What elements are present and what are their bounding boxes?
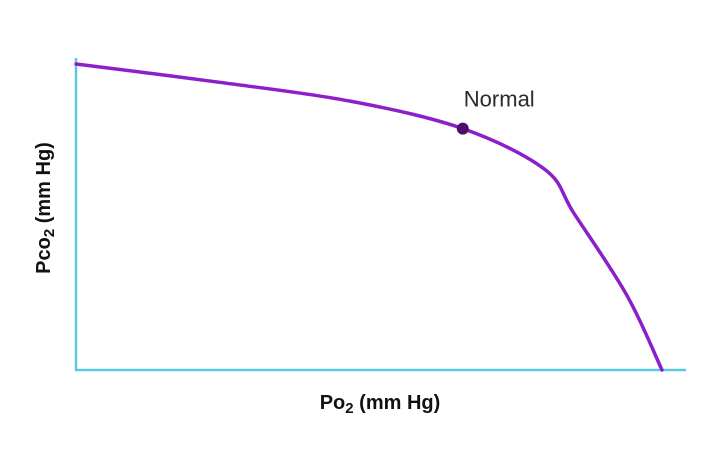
normal-point-label: Normal [464,87,535,112]
y-axis-title-unit: (mm Hg) [33,142,55,229]
x-axis-title-sub: 2 [345,400,353,417]
marker-layer: Normal [456,87,535,135]
x-axis-title: Po2 (mm Hg) [320,392,441,417]
curve-layer [74,62,664,372]
y-axis-title-sub: 2 [41,229,58,237]
axes [74,58,686,372]
y-axis-title-main: Pco [33,237,55,274]
series-line-0 [74,62,664,372]
x-axis-title-main: Po [320,392,346,414]
x-axis-title-unit: (mm Hg) [354,392,441,414]
normal-point-marker [456,122,469,135]
y-axis-title: Pco2 (mm Hg) [33,142,58,274]
